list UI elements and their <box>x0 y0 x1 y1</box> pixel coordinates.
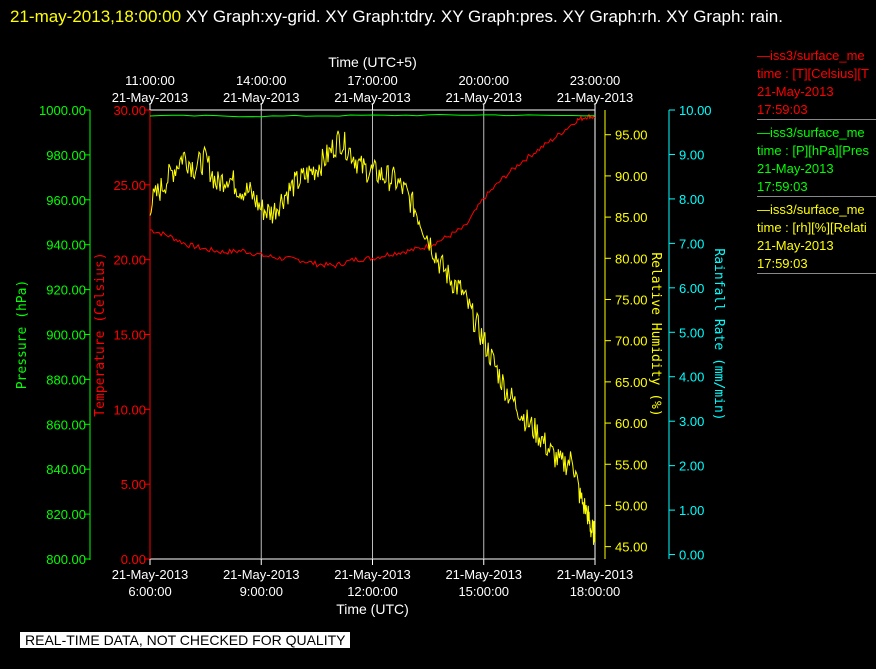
tick-label-rain: 6.00 <box>679 281 704 296</box>
legend: —iss3/surface_me time : [T][Celsius][T 2… <box>757 47 876 278</box>
tick-label-pres: 1000.00 <box>39 103 86 118</box>
legend-line4: 17:59:03 <box>757 102 808 117</box>
legend-line2: time : [T][Celsius][T <box>757 66 869 81</box>
x-top-tick-date: 21-May-2013 <box>557 90 634 105</box>
x-tick-date: 21-May-2013 <box>112 567 189 582</box>
tick-label-rain: 1.00 <box>679 503 704 518</box>
legend-line4: 17:59:03 <box>757 179 808 194</box>
tick-label-rain: 8.00 <box>679 192 704 207</box>
x-top-tick-time: 23:00:00 <box>570 73 621 88</box>
x-tick-date: 21-May-2013 <box>445 567 522 582</box>
x-top-tick-date: 21-May-2013 <box>112 90 189 105</box>
legend-line3: 21-May-2013 <box>757 84 834 99</box>
tick-label-rh: 85.00 <box>615 210 648 225</box>
tick-label-pres: 900.00 <box>46 328 86 343</box>
tick-label-temp: 30.00 <box>113 103 146 118</box>
x-tick-date: 21-May-2013 <box>557 567 634 582</box>
tick-label-pres: 880.00 <box>46 372 86 387</box>
tick-label-rain: 5.00 <box>679 325 704 340</box>
axis-label-pres: Pressure (hPa) <box>15 280 30 390</box>
legend-line2: time : [rh][%][Relati <box>757 220 867 235</box>
tick-label-temp: 25.00 <box>113 178 146 193</box>
tick-label-temp: 0.00 <box>121 552 146 567</box>
tick-label-rh: 50.00 <box>615 498 648 513</box>
tick-label-pres: 980.00 <box>46 148 86 163</box>
tick-label-pres: 820.00 <box>46 507 86 522</box>
series-line-rh <box>149 130 596 545</box>
tick-label-rain: 4.00 <box>679 370 704 385</box>
x-top-tick-time: 17:00:00 <box>347 73 398 88</box>
tick-label-rh: 45.00 <box>615 540 648 555</box>
legend-line1: —iss3/surface_me <box>757 202 865 217</box>
legend-line1: —iss3/surface_me <box>757 48 865 63</box>
tick-label-temp: 10.00 <box>113 402 146 417</box>
tick-label-rain: 2.00 <box>679 459 704 474</box>
legend-entry-humidity: —iss3/surface_me time : [rh][%][Relati 2… <box>757 201 876 274</box>
tick-label-rh: 75.00 <box>615 292 648 307</box>
x-tick-time: 15:00:00 <box>458 584 509 599</box>
x-tick-date: 21-May-2013 <box>334 567 411 582</box>
x-top-tick-time: 20:00:00 <box>458 73 509 88</box>
axis-label-rain: Rainfall Rate (mm/min) <box>711 248 726 420</box>
series-line-temp <box>149 113 596 269</box>
x-top-tick-date: 21-May-2013 <box>334 90 411 105</box>
legend-line3: 21-May-2013 <box>757 161 834 176</box>
legend-line4: 17:59:03 <box>757 256 808 271</box>
x-tick-date: 21-May-2013 <box>223 567 300 582</box>
title-text: XY Graph:xy-grid. XY Graph:tdry. XY Grap… <box>181 7 783 26</box>
tick-label-temp: 20.00 <box>113 253 146 268</box>
page-title: 21-may-2013,18:00:00 XY Graph:xy-grid. X… <box>10 2 870 31</box>
quality-disclaimer: REAL-TIME DATA, NOT CHECKED FOR QUALITY <box>20 632 351 648</box>
tick-label-rain: 7.00 <box>679 236 704 251</box>
legend-entry-temperature: —iss3/surface_me time : [T][Celsius][T 2… <box>757 47 876 120</box>
x-top-tick-time: 11:00:00 <box>125 73 175 88</box>
x-axis-label: Time (UTC) <box>336 601 409 617</box>
legend-line2: time : [P][hPa][Pres <box>757 143 869 158</box>
tick-label-pres: 840.00 <box>46 462 86 477</box>
tick-label-pres: 800.00 <box>46 552 86 567</box>
x-tick-time: 12:00:00 <box>347 584 398 599</box>
tick-label-rain: 9.00 <box>679 147 704 162</box>
title-datetime: 21-may-2013,18:00:00 <box>10 7 182 26</box>
legend-line1: —iss3/surface_me <box>757 125 865 140</box>
tick-label-rh: 60.00 <box>615 416 648 431</box>
tick-label-pres: 860.00 <box>46 417 86 432</box>
x-tick-time: 9:00:00 <box>240 584 283 599</box>
tick-label-rh: 70.00 <box>615 334 648 349</box>
x-top-tick-date: 21-May-2013 <box>223 90 300 105</box>
x-tick-time: 18:00:00 <box>570 584 621 599</box>
axis-label-rh: Relative Humidity (%) <box>648 252 663 416</box>
x-axis-label-top: Time (UTC+5) <box>328 54 417 70</box>
x-top-tick-date: 21-May-2013 <box>445 90 522 105</box>
tick-label-rain: 3.00 <box>679 414 704 429</box>
tick-label-rh: 80.00 <box>615 251 648 266</box>
tick-label-pres: 940.00 <box>46 238 86 253</box>
tick-label-rh: 90.00 <box>615 169 648 184</box>
series-line-pres <box>149 113 596 118</box>
tick-label-temp: 5.00 <box>121 477 146 492</box>
tick-label-rh: 55.00 <box>615 457 648 472</box>
legend-entry-pressure: —iss3/surface_me time : [P][hPa][Pres 21… <box>757 124 876 197</box>
axis-label-temp: Temperature (Celsius) <box>93 252 108 416</box>
x-tick-time: 6:00:00 <box>128 584 171 599</box>
tick-label-rain: 0.00 <box>679 548 704 563</box>
tick-label-rh: 65.00 <box>615 375 648 390</box>
legend-line3: 21-May-2013 <box>757 238 834 253</box>
tick-label-temp: 15.00 <box>113 328 146 343</box>
tick-label-pres: 920.00 <box>46 283 86 298</box>
tick-label-rain: 10.00 <box>679 103 712 118</box>
tick-label-pres: 960.00 <box>46 193 86 208</box>
x-top-tick-time: 14:00:00 <box>236 73 287 88</box>
tick-label-rh: 95.00 <box>615 128 648 143</box>
